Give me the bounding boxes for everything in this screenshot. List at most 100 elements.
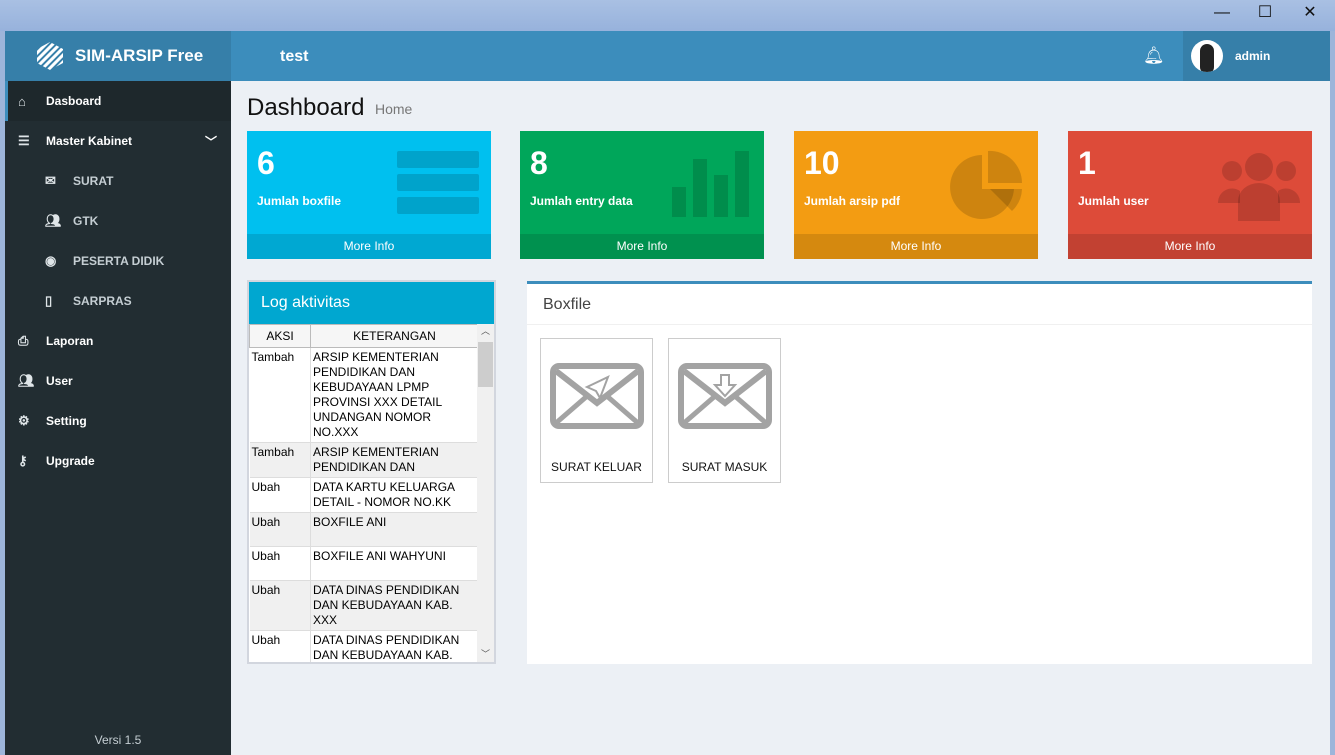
window-titlebar: — ☐ ✕ bbox=[0, 0, 1335, 31]
sidebar: ⌂ Dasboard ☰ Master Kabinet ﹀ ✉ SURAT 👥︎ GTK … bbox=[5, 81, 231, 755]
list-icon bbox=[397, 151, 479, 214]
sidebar-item-label: Upgrade bbox=[46, 454, 95, 468]
column-header-aksi[interactable]: AKSI bbox=[249, 324, 311, 348]
sidebar-item-label: Setting bbox=[46, 414, 87, 428]
tile-label: SURAT MASUK bbox=[681, 460, 768, 474]
scroll-thumb[interactable] bbox=[478, 342, 493, 387]
user-circle-icon: ◉ bbox=[45, 253, 57, 268]
cell-aksi: Ubah bbox=[249, 546, 311, 581]
sidebar-item-label: SARPRAS bbox=[73, 294, 132, 308]
header-title: test bbox=[280, 48, 309, 65]
card-value: 6 bbox=[257, 145, 275, 181]
boxfile-title: Boxfile bbox=[527, 284, 1312, 325]
stat-card-pdf: 10 Jumlah arsip pdf More Info bbox=[794, 131, 1038, 259]
cell-keterangan: DATA KARTU KELUARGA DETAIL - NOMOR NO.KK bbox=[310, 477, 479, 513]
cell-keterangan: ARSIP KEMENTERIAN PENDIDIKAN DAN bbox=[310, 442, 479, 478]
cell-aksi: Tambah bbox=[249, 347, 311, 443]
user-menu[interactable]: admin bbox=[1183, 31, 1330, 81]
sidebar-item-master-kabinet[interactable]: ☰ Master Kabinet ﹀ bbox=[5, 121, 231, 161]
sidebar-item-user[interactable]: 👥︎ User bbox=[5, 361, 231, 401]
breadcrumb: Home bbox=[375, 101, 413, 117]
bell-icon[interactable]: 🔔︎ bbox=[1143, 46, 1165, 65]
sidebar-item-sarpras[interactable]: ▯ SARPRAS bbox=[5, 281, 231, 321]
sidebar-item-dashboard[interactable]: ⌂ Dasboard bbox=[5, 81, 231, 121]
app-window: SIM-ARSIP Free test 🔔︎ admin ⌂ Dasboard ☰… bbox=[5, 31, 1330, 755]
logo-icon bbox=[37, 42, 63, 70]
table-row[interactable]: Ubah DATA KARTU KELUARGA DETAIL - NOMOR N… bbox=[249, 477, 479, 513]
users-icon: 👥︎ bbox=[18, 373, 35, 388]
sidebar-item-label: Dasboard bbox=[46, 94, 102, 108]
cell-aksi: Ubah bbox=[249, 477, 311, 513]
cell-keterangan: ARSIP KEMENTERIAN PENDIDIKAN DAN KEBUDAY… bbox=[310, 347, 479, 443]
card-label: Jumlah entry data bbox=[530, 194, 633, 208]
minimize-button[interactable]: — bbox=[1214, 4, 1230, 21]
key-icon: ⚷ bbox=[18, 453, 28, 468]
close-button[interactable]: ✕ bbox=[1303, 4, 1317, 21]
sidebar-item-gtk[interactable]: 👥︎ GTK bbox=[5, 201, 231, 241]
table-row[interactable]: Ubah BOXFILE ANI WAHYUNI bbox=[249, 546, 479, 581]
tile-label: SURAT KELUAR bbox=[551, 460, 642, 474]
cell-keterangan: BOXFILE ANI bbox=[310, 512, 479, 547]
table-row[interactable]: Tambah ARSIP KEMENTERIAN PENDIDIKAN DAN bbox=[249, 442, 479, 478]
server-icon: ☰ bbox=[18, 133, 30, 148]
more-info-link[interactable]: More Info bbox=[247, 234, 491, 259]
envelope-send-icon bbox=[549, 363, 644, 429]
table-row[interactable]: Ubah DATA DINAS PENDIDIKAN DAN KEBUDAYAAN… bbox=[249, 580, 479, 631]
map-icon: ▯ bbox=[45, 293, 53, 308]
card-value: 8 bbox=[530, 145, 548, 181]
card-label: Jumlah boxfile bbox=[257, 194, 342, 208]
users-icon bbox=[1218, 153, 1300, 221]
tile-surat-masuk[interactable]: SURAT MASUK bbox=[668, 338, 781, 483]
user-name: admin bbox=[1235, 49, 1271, 63]
sidebar-item-label: Laporan bbox=[46, 334, 94, 348]
bar-chart-icon bbox=[672, 151, 749, 217]
cell-keterangan: BOXFILE ANI WAHYUNI bbox=[310, 546, 479, 581]
sidebar-item-label: GTK bbox=[73, 214, 99, 228]
sidebar-item-setting[interactable]: ⚙ Setting bbox=[5, 401, 231, 441]
log-scrollbar[interactable]: ︿ ﹀ bbox=[477, 324, 494, 662]
more-info-link[interactable]: More Info bbox=[520, 234, 764, 259]
sidebar-item-surat[interactable]: ✉ SURAT bbox=[5, 161, 231, 201]
card-label: Jumlah arsip pdf bbox=[804, 194, 901, 208]
column-header-keterangan[interactable]: KETERANGAN bbox=[310, 324, 479, 348]
sidebar-item-laporan[interactable]: ⎙ Laporan bbox=[5, 321, 231, 361]
sidebar-item-label: User bbox=[46, 374, 73, 388]
cell-keterangan: DATA DINAS PENDIDIKAN DAN KEBUDAYAAN KAB… bbox=[310, 630, 479, 662]
cell-aksi: Ubah bbox=[249, 580, 311, 631]
more-info-link[interactable]: More Info bbox=[1068, 234, 1312, 259]
table-row[interactable]: Ubah BOXFILE ANI bbox=[249, 512, 479, 547]
cell-keterangan: DATA DINAS PENDIDIKAN DAN KEBUDAYAAN KAB… bbox=[310, 580, 479, 631]
app-name: SIM-ARSIP Free bbox=[75, 46, 204, 65]
logo[interactable]: SIM-ARSIP Free bbox=[5, 31, 231, 81]
log-table: AKSI KETERANGAN Tambah ARSIP KEMENTERIAN P… bbox=[249, 324, 479, 662]
version-label: Versi 1.5 bbox=[94, 733, 142, 747]
home-icon: ⌂ bbox=[18, 93, 26, 109]
cell-aksi: Ubah bbox=[249, 630, 311, 662]
stat-card-boxfile: 6 Jumlah boxfile More Info bbox=[247, 131, 491, 259]
chevron-down-icon: ﹀ bbox=[204, 134, 217, 149]
cell-aksi: Tambah bbox=[249, 442, 311, 478]
sidebar-item-upgrade[interactable]: ⚷ Upgrade bbox=[5, 441, 231, 481]
boxfile-panel: Boxfile SURAT KELUAR SURAT MASUK bbox=[527, 281, 1312, 664]
log-activity-panel: Log aktivitas AKSI KETERANGAN Tambah ARSIP… bbox=[247, 280, 496, 664]
more-info-link[interactable]: More Info bbox=[794, 234, 1038, 259]
cell-aksi: Ubah bbox=[249, 512, 311, 547]
card-value: 1 bbox=[1078, 145, 1096, 181]
table-row[interactable]: Ubah DATA DINAS PENDIDIKAN DAN KEBUDAYAAN… bbox=[249, 630, 479, 662]
envelope-receive-icon bbox=[677, 363, 772, 429]
avatar bbox=[1191, 40, 1223, 72]
tile-surat-keluar[interactable]: SURAT KELUAR bbox=[540, 338, 653, 483]
card-label: Jumlah user bbox=[1078, 194, 1149, 208]
gears-icon: ⚙ bbox=[18, 413, 30, 428]
sidebar-item-label: PESERTA DIDIK bbox=[73, 254, 165, 268]
sidebar-item-peserta-didik[interactable]: ◉ PESERTA DIDIK bbox=[5, 241, 231, 281]
top-navbar: test 🔔︎ admin bbox=[231, 31, 1330, 81]
stat-card-entry: 8 Jumlah entry data More Info bbox=[520, 131, 764, 259]
pie-chart-icon bbox=[950, 150, 1023, 219]
maximize-button[interactable]: ☐ bbox=[1257, 4, 1273, 21]
table-row[interactable]: Tambah ARSIP KEMENTERIAN PENDIDIKAN DAN K… bbox=[249, 347, 479, 443]
page-title: Dashboard bbox=[247, 94, 365, 121]
users-icon: 👥︎ bbox=[45, 213, 62, 228]
log-title: Log aktivitas bbox=[249, 282, 494, 324]
stat-card-user: 1 Jumlah user More Info bbox=[1068, 131, 1312, 259]
